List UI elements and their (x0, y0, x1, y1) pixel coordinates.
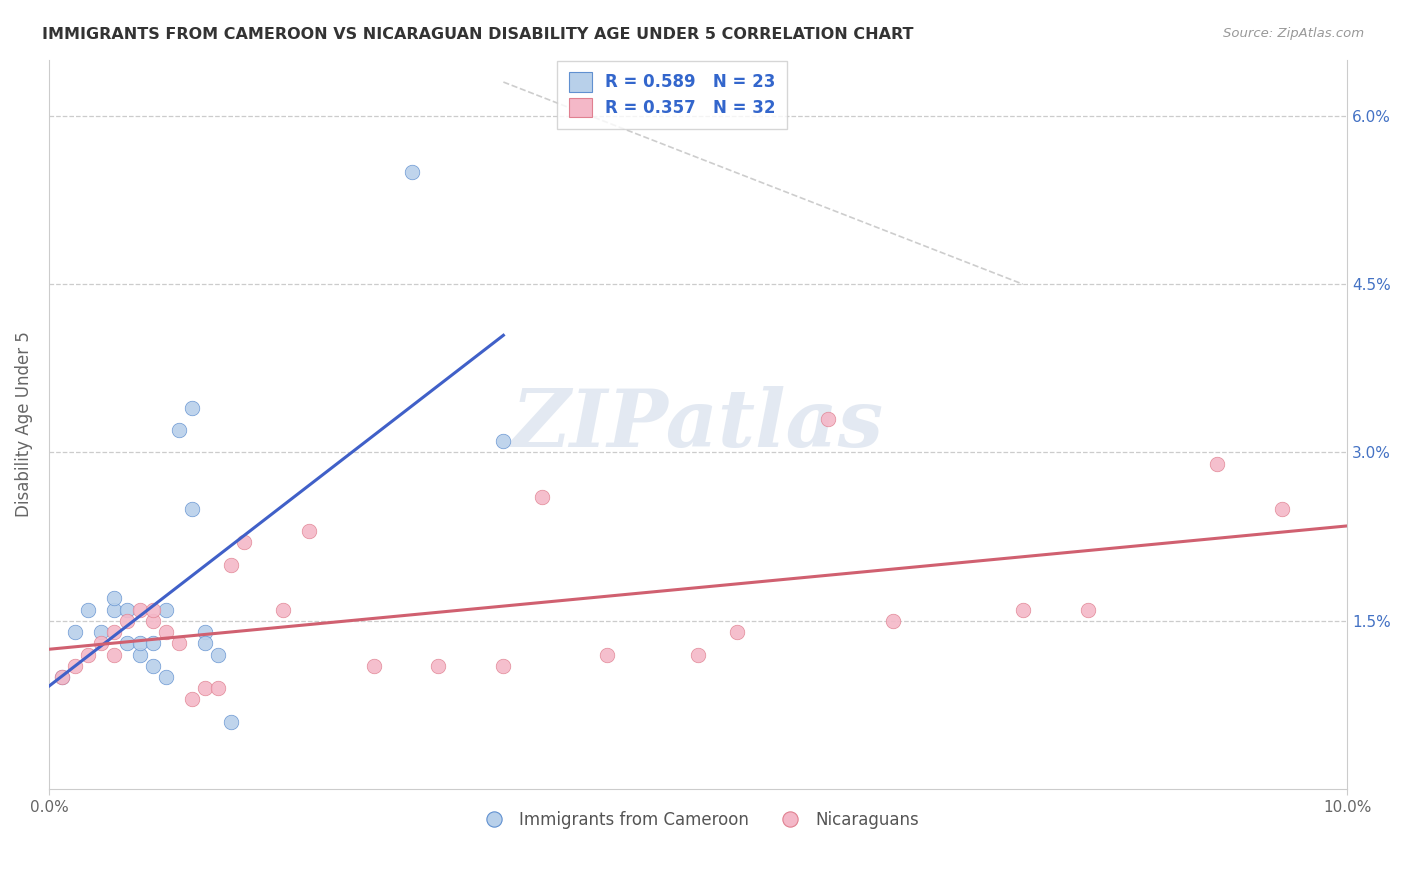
Point (596, 648, 619, 662)
Point (194, 636, 217, 650)
Point (103, 591, 125, 606)
Point (401, 165, 423, 179)
Point (232, 535, 254, 549)
Point (180, 692, 202, 706)
Point (63, 625, 86, 640)
Point (103, 625, 125, 640)
Point (63, 658, 86, 673)
Point (142, 602, 165, 616)
Point (115, 614, 138, 628)
Point (882, 614, 904, 628)
Point (531, 491, 554, 505)
Legend: Immigrants from Cameroon, Nicaraguans: Immigrants from Cameroon, Nicaraguans (471, 805, 925, 836)
Point (142, 614, 165, 628)
Point (167, 636, 190, 650)
Point (180, 401, 202, 415)
Point (817, 412, 839, 426)
Point (77, 602, 100, 616)
Point (115, 602, 138, 616)
Point (219, 714, 242, 729)
Point (725, 625, 748, 640)
Text: ZIPatlas: ZIPatlas (512, 385, 884, 463)
Point (427, 658, 450, 673)
Text: IMMIGRANTS FROM CAMEROON VS NICARAGUAN DISABILITY AGE UNDER 5 CORRELATION CHART: IMMIGRANTS FROM CAMEROON VS NICARAGUAN D… (42, 27, 914, 42)
Point (103, 602, 125, 616)
Point (180, 501, 202, 516)
Point (90, 636, 112, 650)
Point (142, 636, 165, 650)
Point (1077, 602, 1099, 616)
Point (194, 681, 217, 696)
Point (128, 602, 150, 616)
Point (219, 558, 242, 572)
Point (298, 524, 321, 538)
Point (1011, 602, 1033, 616)
Point (128, 636, 150, 650)
Point (51, 670, 73, 684)
Point (688, 648, 710, 662)
Point (207, 681, 229, 696)
Point (90, 625, 112, 640)
Point (103, 648, 125, 662)
Text: Source: ZipAtlas.com: Source: ZipAtlas.com (1223, 27, 1364, 40)
Point (271, 602, 294, 616)
Point (128, 648, 150, 662)
Point (155, 625, 177, 640)
Point (115, 636, 138, 650)
Y-axis label: Disability Age Under 5: Disability Age Under 5 (15, 332, 32, 517)
Point (194, 625, 217, 640)
Point (51, 670, 73, 684)
Point (492, 434, 515, 449)
Point (207, 648, 229, 662)
Point (167, 423, 190, 437)
Point (77, 648, 100, 662)
Point (155, 602, 177, 616)
Point (492, 658, 515, 673)
Point (363, 658, 385, 673)
Point (1271, 501, 1294, 516)
Point (1206, 457, 1229, 471)
Point (142, 658, 165, 673)
Point (155, 670, 177, 684)
